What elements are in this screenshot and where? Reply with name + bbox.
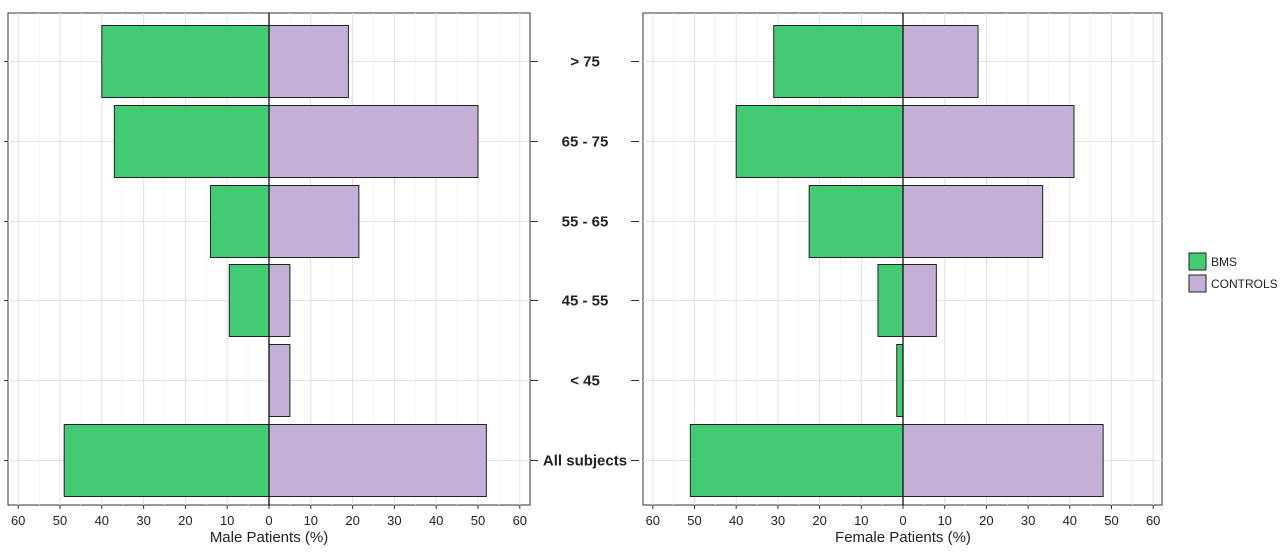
x-tick-label: 50 [1104,513,1118,528]
legend: BMS CONTROLS [1188,252,1278,293]
x-tick-label: 60 [11,513,25,528]
x-tick-label: 30 [387,513,401,528]
x-tick-label: 30 [771,513,785,528]
bar-bms-3 [228,264,270,337]
x-axis-title: Female Patients (%) [835,529,971,546]
bar-controls-1 [268,105,479,178]
male-panel: 60 50 40 30 20 10 0 10 20 30 40 50 60 Male Patients (… [4,12,531,546]
category-labels: > 75 65 - 75 55 - 65 45 - 55 < 45 All subject… [530,54,627,470]
x-tick-label: 10 [304,513,318,528]
x-tick-label: 20 [979,513,993,528]
bar-controls-4 [268,344,291,417]
category-label: 65 - 75 [562,134,609,151]
bar-bms-5 [63,424,270,497]
bar-controls-0 [268,25,349,98]
category-label: > 75 [570,54,600,71]
x-tick-label: 60 [1146,513,1160,528]
bar-bms-2 [209,185,270,258]
bar-bms-0 [101,25,270,98]
bar-controls-3 [902,264,937,337]
legend-label-controls: CONTROLS [1211,277,1278,291]
x-tick-label: 0 [899,513,906,528]
bar-controls-5 [902,424,1104,497]
x-tick-label: 60 [646,513,660,528]
legend-label-bms: BMS [1211,255,1237,269]
bar-bms-3 [877,264,904,337]
bar-controls-5 [268,424,487,497]
x-tick-label: 50 [471,513,485,528]
bar-bms-1 [735,105,904,178]
x-tick-label: 60 [513,513,527,528]
x-tick-label: 40 [429,513,443,528]
bar-controls-2 [902,185,1044,258]
x-tick-label: 10 [220,513,234,528]
x-tick-label: 20 [178,513,192,528]
bar-bms-5 [689,424,904,497]
bar-bms-0 [773,25,904,98]
x-tick-label: 50 [687,513,701,528]
x-tick-label: 0 [265,513,272,528]
x-tick-label: 10 [854,513,868,528]
bar-bms-4 [896,344,904,417]
x-axis-title: Male Patients (%) [210,529,328,546]
category-label: All subjects [543,453,627,470]
legend-swatch-controls [1188,274,1207,293]
bar-controls-3 [268,264,291,337]
legend-swatch-bms [1188,252,1207,271]
x-tick-label: 40 [95,513,109,528]
x-tick-label: 30 [1021,513,1035,528]
bar-controls-1 [902,105,1075,178]
x-tick-label: 20 [812,513,826,528]
x-tick-label: 10 [937,513,951,528]
category-label: < 45 [570,373,600,390]
category-label: 55 - 65 [562,214,609,231]
x-tick-label: 20 [345,513,359,528]
bar-bms-1 [113,105,270,178]
category-label: 45 - 55 [562,293,609,310]
x-tick-label: 50 [53,513,67,528]
bar-bms-2 [808,185,904,258]
x-tick-label: 40 [729,513,743,528]
x-tick-label: 30 [136,513,150,528]
x-tick-label: 40 [1063,513,1077,528]
female-panel: 60 50 40 30 20 10 0 10 20 30 40 50 60 Female Patients… [631,12,1163,546]
bar-controls-0 [902,25,979,98]
bar-controls-2 [268,185,360,258]
